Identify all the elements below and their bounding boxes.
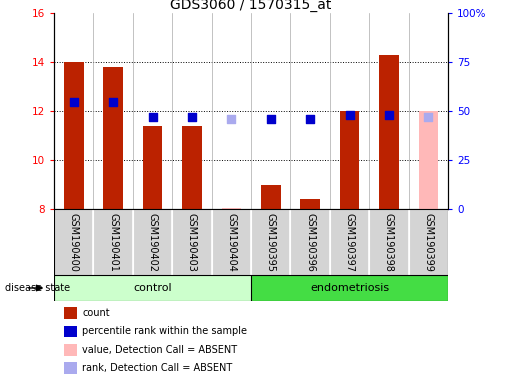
Bar — [212, 209, 251, 275]
Bar — [221, 208, 241, 209]
Text: GSM190397: GSM190397 — [345, 213, 354, 271]
Bar — [104, 67, 123, 209]
Title: GDS3060 / 1570315_at: GDS3060 / 1570315_at — [170, 0, 332, 12]
Point — [148, 114, 157, 120]
Bar — [330, 209, 369, 275]
Point — [70, 98, 78, 104]
Text: rank, Detection Call = ABSENT: rank, Detection Call = ABSENT — [82, 363, 233, 373]
Bar — [300, 200, 320, 209]
Point — [267, 116, 275, 122]
Text: GSM190401: GSM190401 — [108, 213, 118, 271]
Text: endometriosis: endometriosis — [310, 283, 389, 293]
Text: GSM190402: GSM190402 — [148, 213, 158, 271]
Text: percentile rank within the sample: percentile rank within the sample — [82, 326, 247, 336]
Bar — [379, 55, 399, 209]
Bar — [173, 209, 212, 275]
Text: value, Detection Call = ABSENT: value, Detection Call = ABSENT — [82, 345, 237, 355]
Bar — [94, 209, 133, 275]
Text: GSM190395: GSM190395 — [266, 213, 276, 271]
Text: count: count — [82, 308, 110, 318]
Text: GSM190399: GSM190399 — [423, 213, 433, 271]
Point — [109, 98, 117, 104]
Text: GSM190398: GSM190398 — [384, 213, 394, 271]
Bar — [133, 209, 172, 275]
Bar — [54, 209, 94, 275]
Text: GSM190400: GSM190400 — [69, 213, 79, 271]
Text: GSM190396: GSM190396 — [305, 213, 315, 271]
Text: control: control — [133, 283, 172, 293]
Point — [227, 116, 235, 122]
Point — [306, 116, 314, 122]
Bar — [369, 209, 409, 275]
Point — [188, 114, 196, 120]
Text: GSM190404: GSM190404 — [227, 213, 236, 271]
Bar — [182, 126, 202, 209]
Bar — [251, 209, 290, 275]
Bar — [290, 209, 330, 275]
Point — [346, 112, 354, 118]
Bar — [54, 275, 251, 301]
Bar — [409, 209, 448, 275]
Bar — [64, 62, 83, 209]
Bar — [340, 111, 359, 209]
Bar — [419, 111, 438, 209]
Point — [385, 112, 393, 118]
Point — [424, 114, 433, 120]
Bar — [251, 275, 448, 301]
Bar — [143, 126, 162, 209]
Text: disease state: disease state — [5, 283, 70, 293]
Text: GSM190403: GSM190403 — [187, 213, 197, 271]
Bar — [261, 185, 281, 209]
